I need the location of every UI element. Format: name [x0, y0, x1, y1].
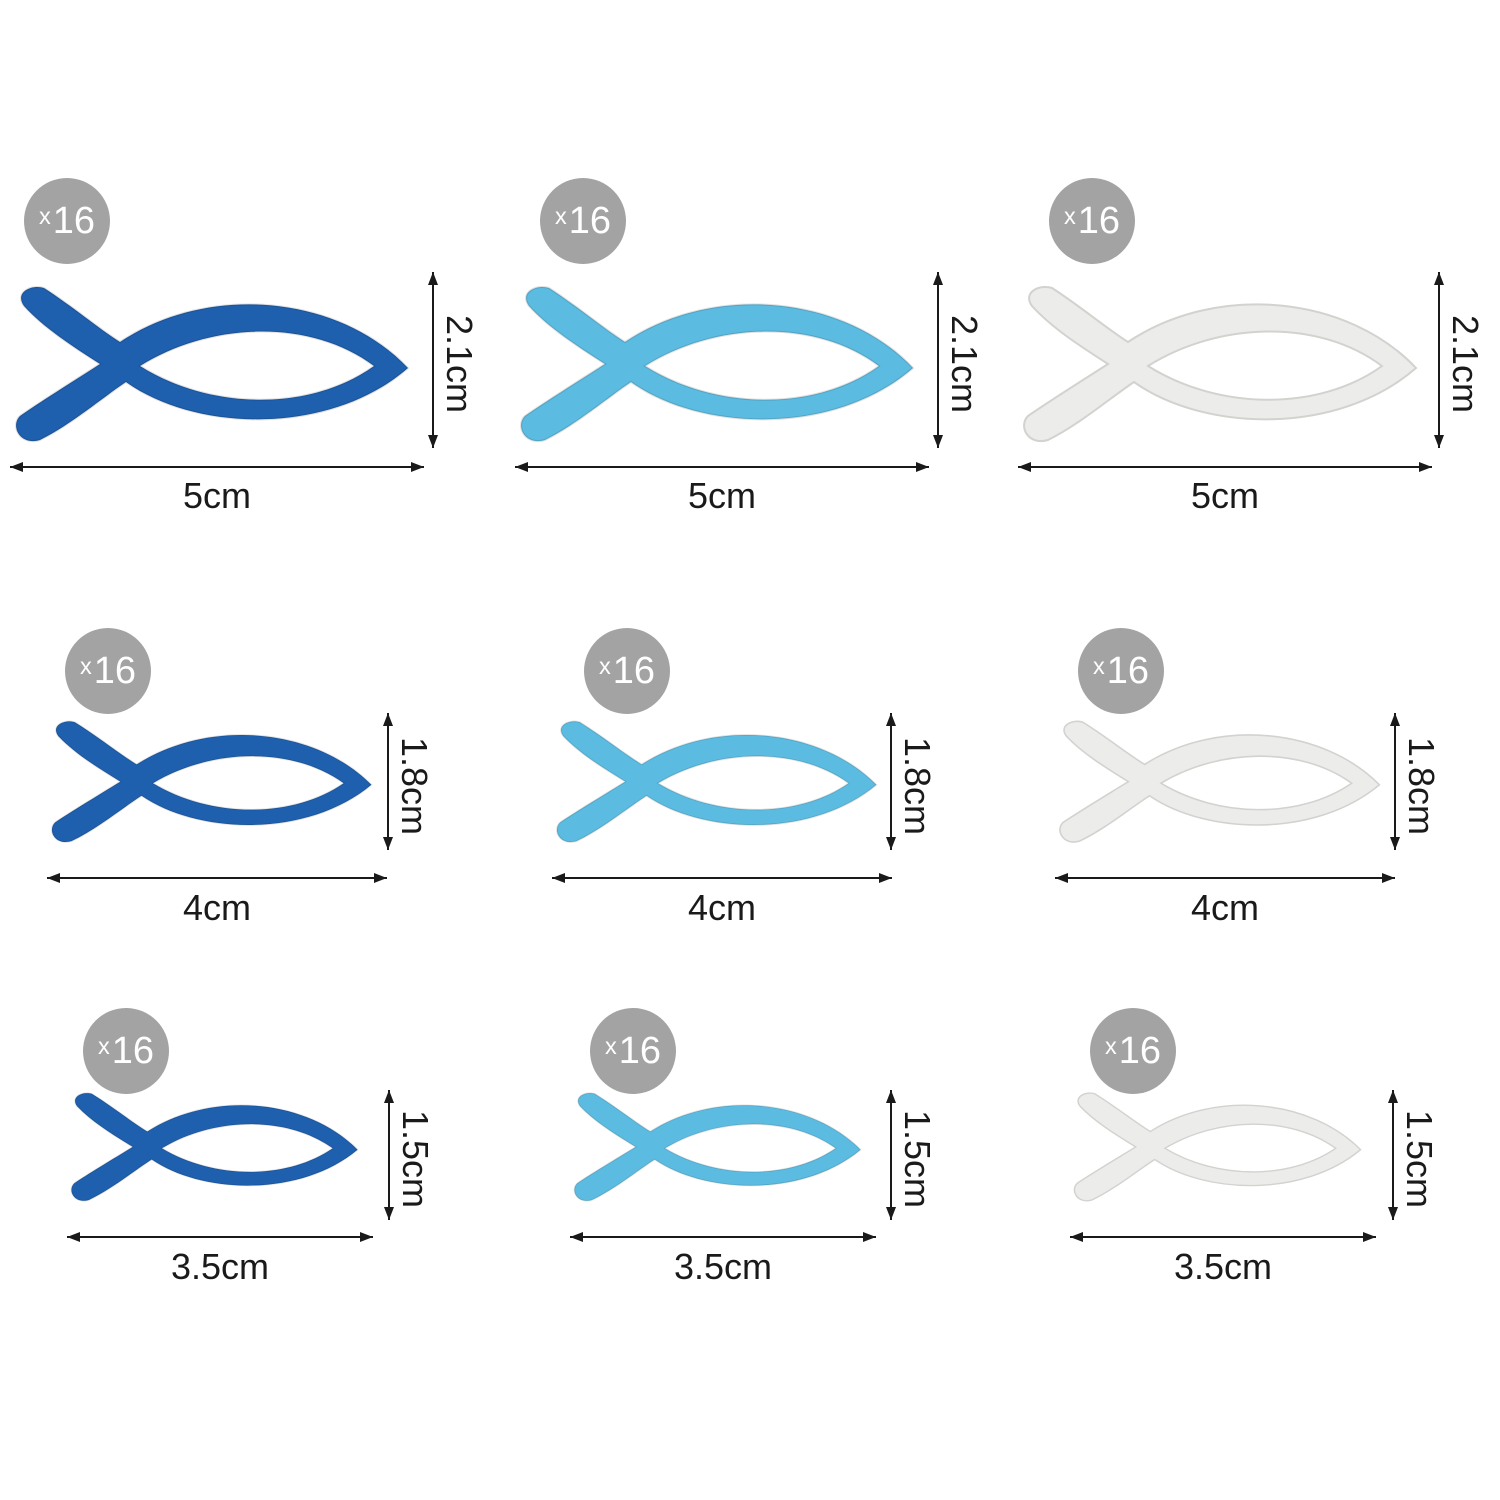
quantity-count: 16	[568, 200, 611, 242]
quantity-multiplier: x	[1064, 202, 1076, 229]
width-label: 5cm	[182, 475, 251, 516]
height-label: 1.8cm	[1401, 736, 1442, 835]
height-dimension-arrow	[384, 1090, 394, 1220]
width-dimension-arrow	[1018, 462, 1432, 472]
quantity-count: 16	[111, 1030, 154, 1072]
quantity-badge: x 16	[1049, 178, 1135, 264]
quantity-badge: x 16	[590, 1008, 676, 1094]
fish-body	[556, 720, 878, 843]
fish-body	[1073, 1092, 1362, 1202]
height-dimension-arrow	[1388, 1090, 1398, 1220]
height-label: 1.5cm	[1399, 1110, 1440, 1209]
height-dimension-arrow	[886, 1090, 896, 1220]
quantity-count: 16	[618, 1030, 661, 1072]
fish-body	[520, 286, 915, 443]
width-dimension-arrow	[10, 462, 424, 472]
quantity-count: 16	[1106, 650, 1149, 692]
height-label: 2.1cm	[1445, 315, 1486, 414]
quantity-badge: x 16	[24, 178, 110, 264]
height-dimension-arrow	[1390, 713, 1400, 850]
white-fish-shape	[1023, 286, 1418, 443]
fish-body	[1059, 720, 1381, 843]
width-dimension-arrow	[1070, 1232, 1376, 1242]
width-label: 3.5cm	[673, 1246, 773, 1287]
quantity-multiplier: x	[555, 202, 567, 229]
height-label: 1.8cm	[897, 736, 938, 835]
quantity-count: 16	[612, 650, 655, 692]
width-dimension-arrow	[67, 1232, 373, 1242]
quantity-badge: x 16	[65, 628, 151, 714]
fish-body	[1023, 286, 1418, 443]
height-dimension-arrow	[933, 272, 943, 448]
width-label: 3.5cm	[170, 1246, 270, 1287]
fish-body	[51, 720, 373, 843]
quantity-multiplier: x	[98, 1032, 110, 1059]
white-fish-shape	[1073, 1092, 1362, 1202]
quantity-badge: x 16	[540, 178, 626, 264]
quantity-multiplier: x	[80, 652, 92, 679]
width-label: 4cm	[687, 887, 756, 928]
fish-body	[70, 1092, 359, 1202]
height-label: 1.5cm	[897, 1110, 938, 1209]
light-blue-fish-shape	[556, 720, 878, 843]
height-label: 1.5cm	[395, 1110, 436, 1209]
quantity-badge: x 16	[1090, 1008, 1176, 1094]
quantity-count: 16	[93, 650, 136, 692]
dark-blue-fish-shape	[15, 286, 410, 443]
width-label: 5cm	[1190, 475, 1259, 516]
height-dimension-arrow	[383, 713, 393, 850]
quantity-multiplier: x	[1093, 652, 1105, 679]
width-dimension-arrow	[552, 873, 892, 883]
width-label: 4cm	[182, 887, 251, 928]
width-label: 4cm	[1190, 887, 1259, 928]
dark-blue-fish-shape	[70, 1092, 359, 1202]
height-dimension-arrow	[1434, 272, 1444, 448]
height-dimension-arrow	[428, 272, 438, 448]
quantity-multiplier: x	[599, 652, 611, 679]
quantity-multiplier: x	[605, 1032, 617, 1059]
height-label: 1.8cm	[394, 736, 435, 835]
light-blue-fish-shape	[520, 286, 915, 443]
width-dimension-arrow	[1055, 873, 1395, 883]
height-dimension-arrow	[886, 713, 896, 850]
quantity-count: 16	[52, 200, 95, 242]
width-label: 3.5cm	[1173, 1246, 1273, 1287]
height-label: 2.1cm	[439, 315, 480, 414]
width-label: 5cm	[687, 475, 756, 516]
width-dimension-arrow	[47, 873, 387, 883]
fish-body	[573, 1092, 862, 1202]
quantity-count: 16	[1077, 200, 1120, 242]
quantity-badge: x 16	[83, 1008, 169, 1094]
width-dimension-arrow	[570, 1232, 876, 1242]
width-dimension-arrow	[515, 462, 929, 472]
quantity-multiplier: x	[1105, 1032, 1117, 1059]
white-fish-shape	[1059, 720, 1381, 843]
quantity-badge: x 16	[584, 628, 670, 714]
light-blue-fish-shape	[573, 1092, 862, 1202]
quantity-count: 16	[1118, 1030, 1161, 1072]
height-label: 2.1cm	[944, 315, 985, 414]
fish-body	[15, 286, 410, 443]
quantity-multiplier: x	[39, 202, 51, 229]
quantity-badge: x 16	[1078, 628, 1164, 714]
dark-blue-fish-shape	[51, 720, 373, 843]
